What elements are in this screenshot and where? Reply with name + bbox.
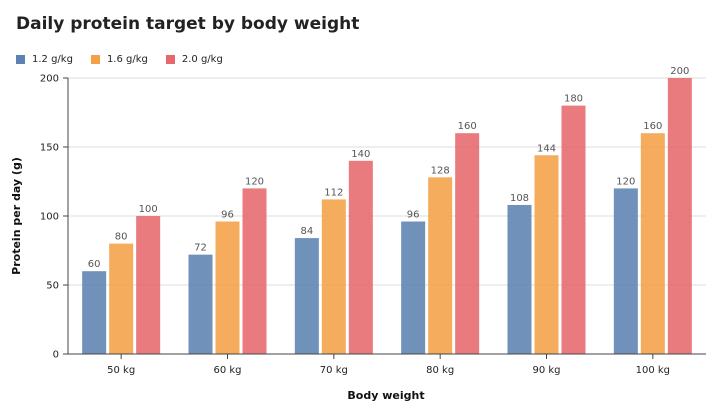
x-axis-title: Body weight	[347, 389, 424, 402]
data-label: 120	[616, 176, 635, 187]
data-label: 96	[221, 210, 234, 221]
bar	[294, 238, 319, 354]
legend-label-1-2: 1.2 g/kg	[32, 54, 73, 65]
data-label: 160	[643, 121, 662, 132]
bar	[321, 199, 346, 354]
data-label: 144	[537, 143, 556, 154]
data-label: 96	[407, 210, 420, 221]
bar	[667, 78, 692, 354]
bar	[613, 188, 638, 354]
legend-item-2-0: 2.0 g/kg	[165, 54, 223, 65]
data-label: 200	[670, 66, 689, 77]
legend-label-2-0: 2.0 g/kg	[181, 54, 223, 65]
y-tick-label: 0	[53, 350, 59, 361]
legend-swatch-2-0	[165, 55, 175, 64]
x-tick-label: 60 kg	[213, 365, 241, 376]
bar	[401, 221, 426, 354]
legend-label-1-6: 1.6 g/kg	[106, 54, 148, 65]
y-axis-title: Protein per day (g)	[10, 157, 23, 275]
bar	[136, 216, 161, 354]
data-label: 72	[194, 243, 207, 254]
data-label: 140	[351, 149, 370, 160]
chart-title: Daily protein target by body weight	[16, 14, 360, 34]
bar	[428, 177, 453, 354]
bar-layer: 60 80 100 72 96 120 84 112 140 96 128 160 108 144 180 1…	[82, 66, 692, 354]
data-label: 160	[458, 121, 477, 132]
legend-item-1-2: 1.2 g/kg	[16, 54, 73, 65]
legend-item-1-6: 1.6 g/kg	[90, 54, 148, 65]
x-tick-label: 70 kg	[320, 365, 348, 376]
bar	[82, 271, 107, 354]
data-label: 108	[510, 193, 529, 204]
x-tick-label: 100 kg	[636, 365, 670, 376]
axis-layer: 0 50 100 150 200 50 kg 60 kg 70 kg 80 kg 90 kg 100…	[40, 74, 706, 376]
bar	[561, 105, 586, 354]
x-tick-label: 50 kg	[107, 365, 135, 376]
data-label: 180	[564, 94, 583, 105]
data-label: 100	[139, 204, 158, 215]
data-label: 80	[115, 232, 128, 243]
bar	[507, 204, 532, 354]
data-label: 128	[431, 165, 450, 176]
bar	[640, 133, 665, 354]
legend-swatch-1-2	[16, 55, 25, 64]
y-tick-label: 200	[40, 74, 59, 85]
y-tick-label: 150	[40, 143, 59, 154]
data-label: 120	[245, 176, 264, 187]
legend-swatch-1-6	[90, 55, 100, 64]
x-tick-label: 80 kg	[426, 365, 454, 376]
bar	[242, 188, 267, 354]
y-tick-label: 100	[40, 212, 59, 223]
bar	[109, 243, 134, 354]
legend: 1.2 g/kg 1.6 g/kg 2.0 g/kg	[16, 54, 241, 65]
data-label: 60	[88, 259, 101, 270]
bar	[215, 221, 240, 354]
data-label: 112	[324, 187, 343, 198]
grid-layer	[68, 77, 706, 286]
bar	[348, 160, 373, 354]
y-tick-label: 50	[46, 281, 59, 292]
bar	[534, 155, 559, 354]
bar	[188, 254, 213, 354]
bar	[455, 133, 480, 354]
x-tick-label: 90 kg	[532, 365, 560, 376]
data-label: 84	[300, 226, 313, 237]
